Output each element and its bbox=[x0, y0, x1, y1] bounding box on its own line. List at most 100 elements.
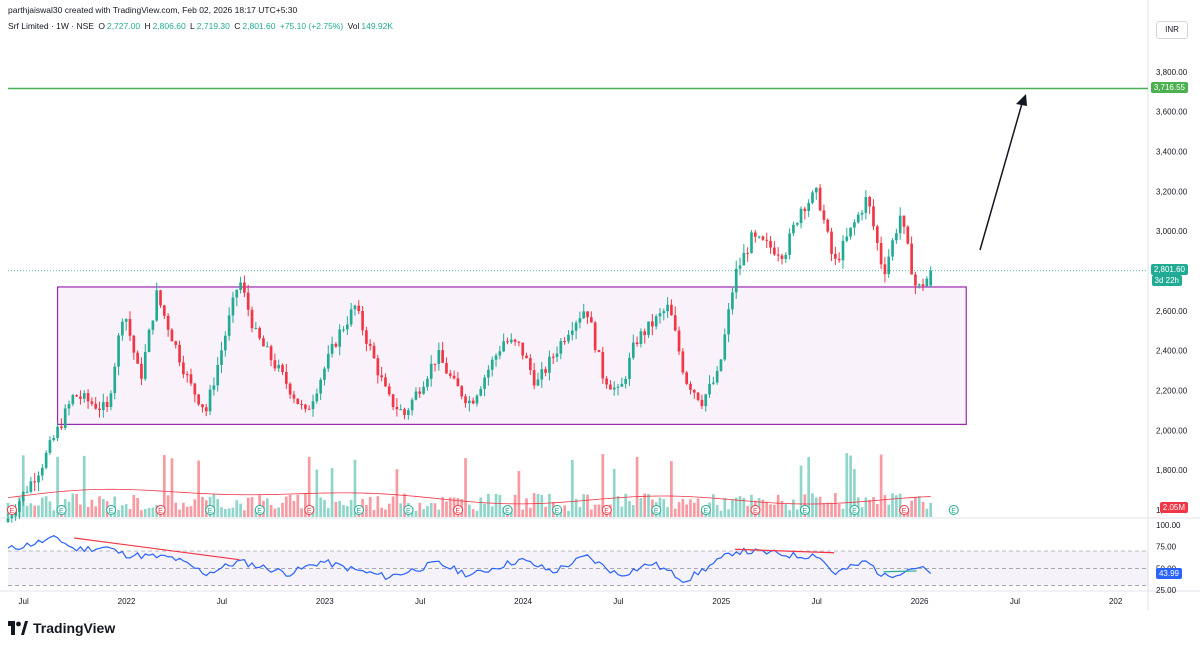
volume-bar bbox=[193, 499, 197, 517]
volume-bar bbox=[384, 509, 387, 517]
volume-bar bbox=[349, 499, 353, 517]
volume-bar bbox=[37, 505, 40, 517]
candle-body bbox=[349, 309, 353, 325]
candle-body bbox=[117, 335, 120, 367]
volume-bar bbox=[368, 497, 372, 517]
candle-body bbox=[140, 363, 143, 379]
candle-body bbox=[433, 363, 437, 365]
volume-bar bbox=[140, 510, 143, 517]
volume-bar bbox=[872, 497, 875, 517]
candle-body bbox=[742, 252, 746, 266]
candle-body bbox=[635, 342, 639, 344]
candle-body bbox=[101, 402, 105, 410]
candle-body bbox=[315, 393, 319, 402]
earnings-marker-label: E bbox=[753, 508, 758, 515]
candle-body bbox=[662, 311, 666, 314]
candle-body bbox=[868, 197, 872, 207]
volume-bar bbox=[475, 510, 479, 517]
time-axis-label: Jul bbox=[415, 597, 425, 606]
volume-bar bbox=[738, 496, 742, 517]
volume-bar bbox=[304, 493, 307, 517]
tradingview-logo[interactable]: TradingView bbox=[8, 620, 115, 636]
symbol-label[interactable]: Srf Limited · 1W · NSE bbox=[8, 21, 94, 31]
candle-body bbox=[715, 370, 719, 383]
candle-body bbox=[37, 475, 40, 483]
volume-bar bbox=[197, 460, 200, 517]
volume-bar bbox=[891, 493, 894, 517]
candle-body bbox=[773, 247, 776, 255]
candle-body bbox=[437, 350, 441, 364]
candle-body bbox=[109, 393, 113, 408]
currency-button[interactable]: INR bbox=[1156, 21, 1188, 39]
volume-bar bbox=[98, 496, 101, 517]
earnings-marker bbox=[651, 505, 662, 515]
candle-body bbox=[898, 215, 902, 234]
volume-bar bbox=[662, 498, 666, 517]
volume-bar bbox=[494, 493, 498, 517]
candle-body bbox=[124, 319, 128, 322]
candle-body bbox=[651, 321, 654, 327]
candle-body bbox=[578, 318, 582, 323]
candle-body bbox=[525, 355, 528, 359]
candle-body bbox=[361, 311, 364, 331]
candle-body bbox=[6, 518, 10, 522]
candle-body bbox=[121, 321, 124, 336]
close-label: C bbox=[234, 21, 241, 31]
price-tick-label: 1,800.00 bbox=[1156, 466, 1188, 475]
volume-bar bbox=[742, 497, 746, 517]
volume-bar bbox=[853, 469, 856, 517]
time-axis-label: Jul bbox=[613, 597, 623, 606]
candle-body bbox=[727, 309, 730, 335]
candle-body bbox=[307, 408, 311, 410]
volume-bar bbox=[712, 494, 715, 517]
volume-bar bbox=[685, 504, 688, 517]
candle-body bbox=[769, 240, 772, 248]
volume-bar bbox=[513, 494, 517, 517]
volume-bar bbox=[227, 508, 231, 517]
candle-body bbox=[551, 356, 555, 358]
volume-bar bbox=[925, 508, 929, 517]
volume-bar bbox=[185, 506, 189, 517]
candle-body bbox=[677, 330, 681, 352]
earnings-marker-label: E bbox=[158, 508, 163, 515]
candle-body bbox=[567, 334, 570, 342]
volume-bar bbox=[635, 456, 639, 517]
candle-body bbox=[616, 386, 620, 388]
volume-bar bbox=[647, 494, 650, 517]
candle-body bbox=[60, 426, 63, 428]
volume-bar bbox=[769, 504, 772, 517]
candle-body bbox=[509, 339, 513, 343]
volume-ma-line bbox=[7, 488, 931, 505]
volume-bar bbox=[223, 508, 227, 517]
candle-body bbox=[776, 254, 780, 256]
volume-bar bbox=[567, 510, 570, 517]
earnings-marker bbox=[106, 505, 117, 515]
candle-body bbox=[506, 341, 509, 343]
candle-body bbox=[872, 206, 875, 227]
candle-body bbox=[460, 386, 464, 397]
earnings-marker-label: E bbox=[208, 508, 213, 515]
candle-body bbox=[365, 330, 368, 344]
candle-body bbox=[239, 282, 242, 290]
candle-body bbox=[906, 226, 910, 244]
volume-bar bbox=[403, 493, 406, 517]
candle-body bbox=[498, 351, 502, 356]
volume-bar bbox=[323, 499, 326, 517]
time-axis-label: Jul bbox=[812, 597, 822, 606]
earnings-marker bbox=[155, 505, 166, 515]
target-price-tag: 3,716.55 bbox=[1150, 82, 1188, 94]
candle-body bbox=[761, 236, 765, 240]
candle-body bbox=[254, 327, 258, 329]
volume-bar bbox=[498, 494, 502, 517]
candle-body bbox=[689, 383, 692, 390]
candle-body bbox=[399, 409, 403, 411]
candle-body bbox=[178, 344, 181, 363]
candle-body bbox=[822, 210, 826, 220]
candle-body bbox=[704, 394, 708, 407]
candle-body bbox=[94, 403, 98, 409]
volume-bar bbox=[124, 504, 128, 517]
candle-body bbox=[574, 322, 578, 331]
candle-body bbox=[292, 394, 296, 399]
volume-bar bbox=[380, 507, 383, 517]
